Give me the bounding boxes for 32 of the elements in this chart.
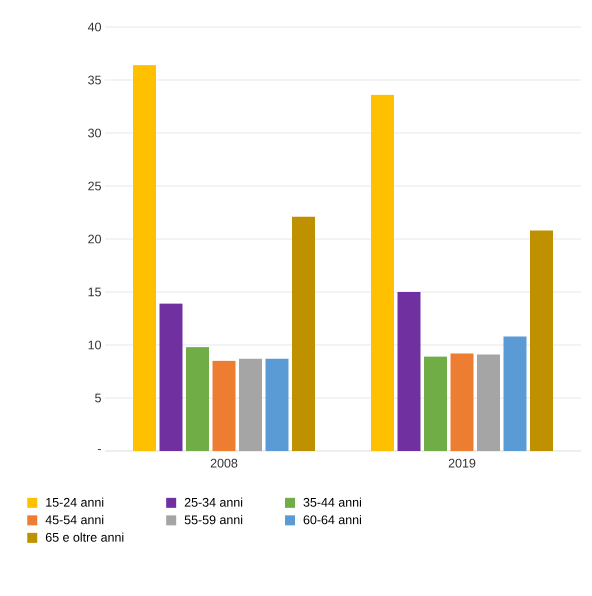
bar — [186, 347, 209, 451]
legend-label: 60-64 anni — [304, 515, 361, 524]
legend-label: 55-59 anni — [184, 515, 242, 524]
bar — [239, 358, 262, 451]
x-tick-label: 2008 — [210, 458, 238, 468]
bar — [450, 353, 474, 451]
y-tick-label: 25 — [88, 182, 101, 190]
bar — [133, 65, 156, 451]
y-tick-label: - — [98, 449, 101, 450]
legend-label: 35-44 anni — [303, 498, 361, 507]
legend-label: 45-54 anni — [46, 515, 104, 524]
bar — [504, 336, 527, 451]
x-tick-label: 2019 — [448, 458, 476, 468]
bar — [212, 360, 236, 451]
bar — [292, 216, 316, 451]
legend-label: 15-24 anni — [46, 498, 104, 507]
bar — [424, 356, 448, 451]
bar — [160, 304, 182, 451]
y-tick-label: 35 — [88, 76, 101, 84]
y-tick-label: 40 — [88, 22, 101, 32]
y-tick-label: 5 — [95, 394, 101, 402]
bar — [398, 292, 421, 451]
bar — [371, 94, 394, 451]
y-tick-label: 20 — [88, 234, 101, 244]
y-tick-label: 15 — [88, 288, 101, 296]
legend-label: 25-34 anni — [184, 498, 242, 507]
bar — [266, 358, 289, 451]
y-tick-label: 30 — [88, 128, 101, 138]
y-tick-label: 10 — [88, 340, 101, 350]
legend-label: 65 e oltre anni — [46, 532, 124, 542]
bar — [530, 230, 554, 451]
bar — [477, 354, 500, 451]
